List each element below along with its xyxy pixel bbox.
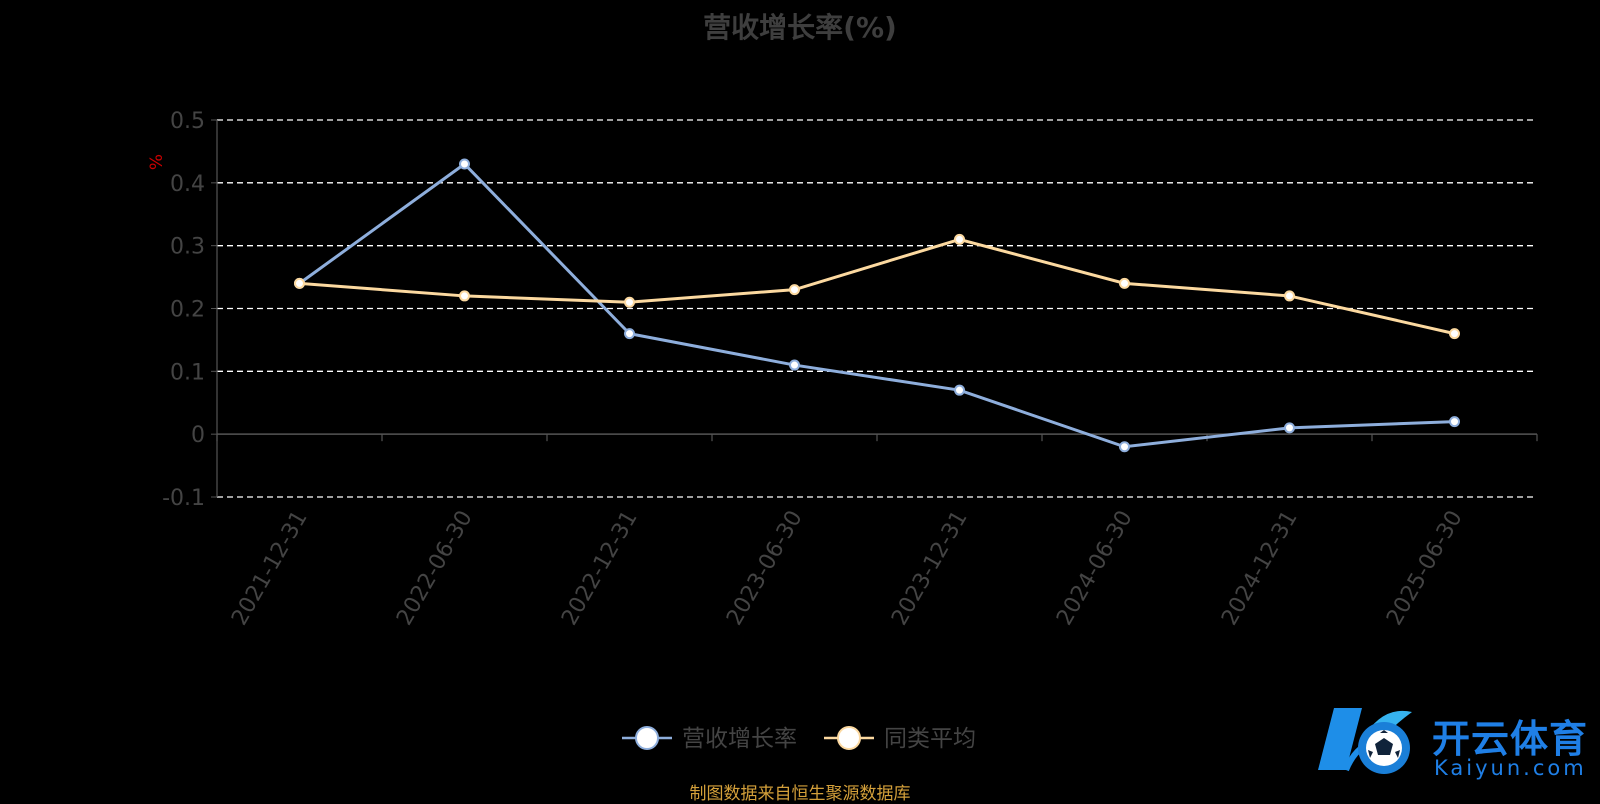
data-point [624,296,635,308]
y-tick-label: 0 [191,423,205,448]
data-point [624,328,635,340]
legend-label: 营收增长率 [682,726,797,752]
y-axis-label: % [147,154,167,170]
data-point [1119,441,1130,453]
series-line [298,162,1455,449]
y-tick-label: 0.1 [170,360,205,385]
x-tick-label: 2021-12-31 [227,507,313,630]
x-tick-label: 2022-06-30 [392,507,478,630]
data-point [954,384,965,396]
logo-text-en: Kaiyun.com [1434,756,1587,780]
series-lines [294,158,1460,453]
data-point [1449,328,1460,340]
data-point [1284,422,1295,434]
data-point [789,284,800,296]
kaiyun-logo[interactable]: 开云体育 Kaiyun.com [1312,700,1592,790]
legend-marker [635,726,659,750]
series-1 [294,158,1460,453]
x-tick-label: 2023-06-30 [722,507,808,630]
legend-marker [837,726,861,750]
data-point [459,290,470,302]
x-tick-label: 2022-12-31 [557,507,643,630]
y-tick-label: 0.3 [170,235,205,260]
data-point [1284,290,1295,302]
y-tick-label: -0.1 [162,486,205,511]
data-point [294,277,305,289]
data-point [954,233,965,245]
chart-title: 营收增长率(%) [703,11,897,44]
x-tick-label: 2024-12-31 [1217,507,1303,630]
legend: 营收增长率 同类平均 [622,726,976,752]
logo-icon [1318,708,1412,774]
data-point [1449,416,1460,428]
y-tick-label: 0.4 [170,172,205,197]
legend-item[interactable]: 同类平均 [824,726,976,752]
legend-item[interactable]: 营收增长率 [622,726,797,752]
y-tick-label: 0.5 [170,109,205,134]
y-tick-label: 0.2 [170,298,205,323]
legend-label: 同类平均 [884,726,976,752]
axes: 0.5 0.4 0.3 0.2 0.1 0 -0.1% 2021-12-31 2022-06-3… [147,109,1538,630]
source-note: 制图数据来自恒生聚源数据库 [689,784,911,804]
data-point [789,359,800,371]
series-line [299,237,1455,336]
data-point [459,158,470,170]
data-point [1119,277,1130,289]
x-tick-label: 2023-12-31 [887,507,973,630]
series-2 [294,233,1460,340]
logo-text-cn: 开云体育 [1432,717,1589,761]
x-tick-label: 2024-06-30 [1052,507,1138,630]
x-tick-label: 2025-06-30 [1382,507,1468,630]
